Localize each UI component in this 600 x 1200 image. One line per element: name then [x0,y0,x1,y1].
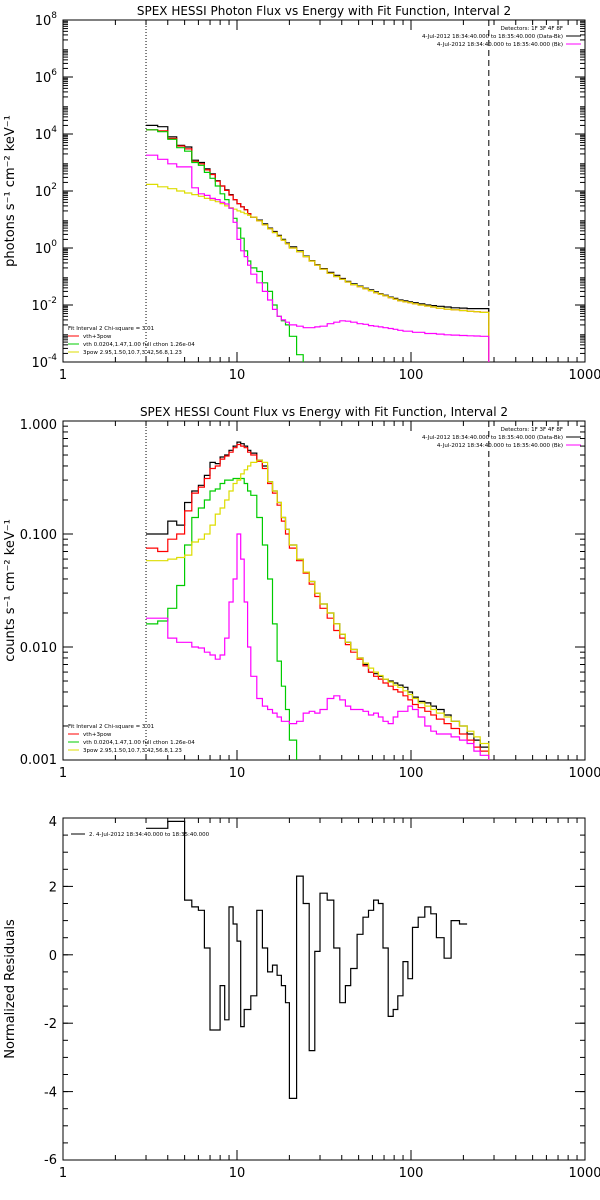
series-line-3 [146,477,298,760]
y-tick-label: 10-4 [31,353,57,371]
y-tick-exponent: 2 [51,182,57,192]
plot-frame [62,19,586,363]
y-tick-label: -6 [44,1153,57,1168]
y-tick-base: 10 [35,71,52,86]
x-tick-label: 100 [399,766,424,781]
chart-panel-2: SPEX HESSI Count Flux vs Energy with Fit… [3,405,600,781]
y-tick-label: 104 [35,125,58,143]
y-tick-base: 10 [35,14,52,29]
y-tick-label: 100 [35,239,58,257]
legend-entry: 4-Jul-2012 18:34:40.000 to 18:35:40.000 … [422,435,563,441]
x-tick-label: 10 [229,766,246,781]
legend-entry: 4-Jul-2012 18:34:40.000 to 18:35:40.000 … [422,34,563,40]
x-tick-label: 1 [59,368,67,383]
y-tick-exponent: 6 [51,68,57,78]
legend-entry: 4-Jul-2012 18:34:40.000 to 18:35:40.000 … [437,443,563,449]
series-line-5 [146,154,490,362]
y-tick-base: 10 [35,185,52,200]
y-tick-label: 0 [49,949,57,964]
y-tick-base: 10 [31,356,48,371]
chart-title: SPEX HESSI Photon Flux vs Energy with Fi… [137,4,511,18]
legend-entry: vth+3pow [83,334,112,340]
legend-entry: Fit Interval 2 Chi-square = 3.01 [68,326,154,332]
legend-entry: Detectors: 1F 3F 4F 8F [501,26,563,32]
y-tick-label: 0.001 [20,753,57,768]
series-line-3 [146,129,304,362]
legend-entry: 2. 4-Jul-2012 18:34:40.000 to 18:35:40.0… [89,832,210,838]
y-tick-label: -2 [44,1017,57,1032]
x-tick-label: 10 [229,1166,246,1181]
x-tick-label: 1 [59,766,67,781]
x-tick-label: 1 [59,1166,67,1181]
y-tick-label: 108 [35,11,58,29]
x-tick-label: 100 [399,368,424,383]
legend-entry: 3pow 2.95,1.50,10.7,3.42,56.8,1.23 [83,748,182,754]
legend-entry: Detectors: 1F 3F 4F 8F [501,427,563,433]
legend-entry: vth 0.0204,1.47,1.00 full cthon 1.26e-04 [83,342,195,348]
x-tick-label: 100 [399,1166,424,1181]
legend-entry: 3pow 2.95,1.50,10.7,3.42,56.8,1.23 [83,350,182,356]
chart-panel-1: SPEX HESSI Photon Flux vs Energy with Fi… [3,4,600,383]
y-tick-exponent: 4 [51,125,57,135]
y-tick-exponent: -4 [48,353,57,363]
x-tick-label: 1000 [568,368,600,383]
y-tick-label: 102 [35,182,57,200]
x-tick-label: 1000 [568,1166,600,1181]
y-axis-label: Normalized Residuals [3,919,18,1059]
y-tick-label: 106 [35,68,58,86]
series-line-1 [146,441,490,760]
plot-frame [62,817,586,1161]
x-tick-label: 10 [229,368,246,383]
y-axis-label: counts s⁻¹ cm⁻² keV⁻¹ [3,519,18,662]
series-line-4 [146,459,490,760]
plot-frame [62,420,586,761]
chart-panel-3: 1 10 100 1000 -6 -4 -2 0 2 4 Normalized Residuals 2… [3,815,600,1181]
series-line-1 [146,820,468,1099]
chart-title: SPEX HESSI Count Flux vs Energy with Fit… [140,405,508,419]
legend-entry: vth+3pow [83,732,112,738]
y-tick-label: 0.100 [20,528,57,543]
y-tick-exponent: 0 [51,239,57,249]
y-tick-label: 10-2 [31,296,57,314]
y-tick-base: 10 [35,242,52,257]
y-tick-base: 10 [35,128,52,143]
y-tick-label: 0.010 [20,641,57,656]
y-tick-label: 4 [49,815,57,830]
y-tick-label: -4 [44,1086,57,1101]
y-tick-exponent: 8 [51,11,57,21]
y-tick-label: 2 [49,880,57,895]
x-tick-label: 1000 [568,766,600,781]
y-tick-label: 1.000 [20,418,57,433]
series-line-4 [146,183,490,362]
y-tick-base: 10 [31,299,48,314]
legend-entry: Fit Interval 2 Chi-square = 3.01 [68,724,154,730]
legend-entry: 4-Jul-2012 18:34:40.000 to 18:35:40.000 … [437,42,563,48]
y-tick-exponent: -2 [48,296,57,306]
series-line-5 [146,533,490,760]
legend-entry: vth 0.0204,1.47,1.00 full cthon 1.26e-04 [83,740,195,746]
y-axis-label: photons s⁻¹ cm⁻² keV⁻¹ [3,115,18,267]
